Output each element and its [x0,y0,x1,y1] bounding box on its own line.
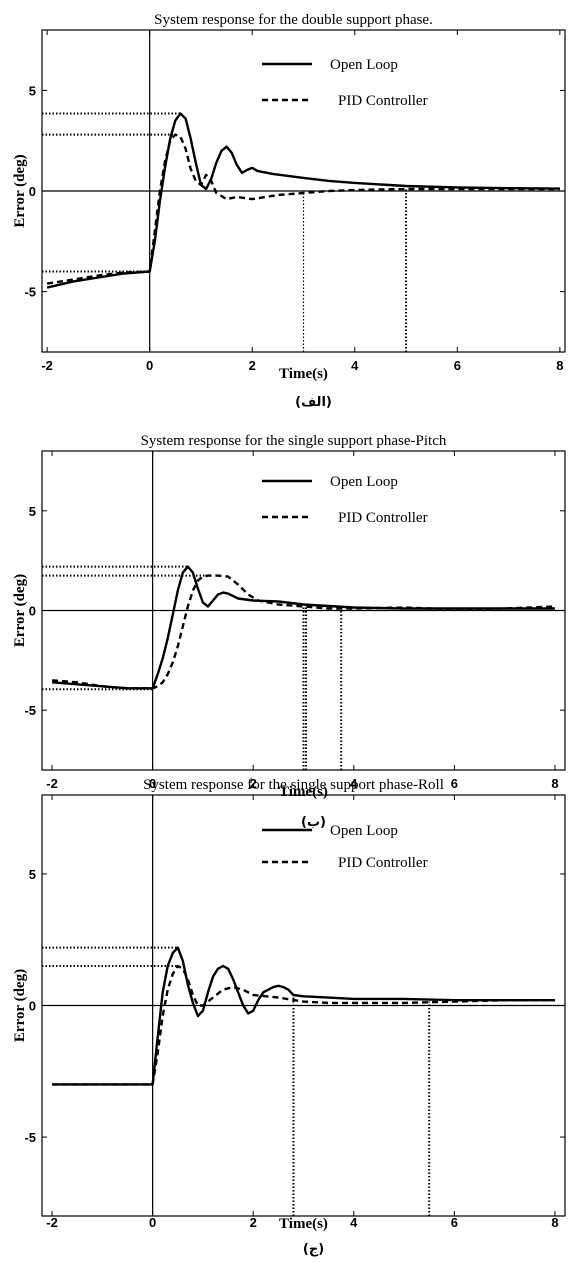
series-line-pid-controller [46,133,560,285]
x-tick-label: 4 [351,358,359,373]
legend: Open Loop PID Controller [262,474,428,526]
x-tick-label: 0 [146,358,153,373]
x-tick-label: 2 [250,1215,257,1230]
x-tick-label: 2 [249,358,256,373]
x-tick-label: 6 [451,776,458,791]
x-axis-label: Time(s) [279,1216,328,1232]
panel-caption: (الف) [295,395,332,410]
legend: Open Loop PID Controller [262,57,428,109]
legend-label: Open Loop [330,474,398,490]
x-tick-label: -2 [46,776,58,791]
x-axis-label: Time(s) [279,366,328,382]
panel-caption: (ب) [301,815,326,830]
y-tick-label: -5 [24,703,36,718]
y-tick-label: 0 [29,999,36,1014]
series-line-open-loop [52,565,555,690]
x-tick-label: 0 [149,776,156,791]
y-tick-label: 5 [29,504,36,519]
x-tick-label: 8 [551,1215,558,1230]
panel-caption: (ج) [303,1242,324,1257]
x-tick-label: 4 [350,1215,358,1230]
y-tick-label: 5 [29,867,36,882]
legend: Open Loop PID Controller [262,823,428,871]
y-tick-label: -5 [24,1130,36,1145]
x-tick-label: 4 [350,776,358,791]
y-tick-label: 0 [29,604,36,619]
x-tick-label: 8 [551,776,558,791]
series-line-pid-controller [52,574,555,690]
series-line-open-loop [46,112,560,289]
series-line-open-loop [52,946,555,1086]
legend-label: Open Loop [330,823,398,839]
x-tick-label: 0 [149,1215,156,1230]
legend-label: Open Loop [330,57,398,73]
y-tick-label: 0 [29,184,36,199]
chart-title: System response for the double support p… [154,12,433,28]
legend-label: PID Controller [338,510,428,526]
y-axis-label: Error (deg) [12,574,28,647]
y-tick-label: -5 [24,285,36,300]
y-axis-label: Error (deg) [12,969,28,1042]
x-tick-label: 2 [250,776,257,791]
x-tick-label: 8 [556,358,563,373]
x-axis-label: Time(s) [279,784,328,800]
y-tick-label: 5 [29,83,36,98]
chart-title: System response for the single support p… [143,777,444,793]
chart-panel-2: System response for the single support p… [12,433,566,830]
x-tick-label: 6 [451,1215,458,1230]
legend-label: PID Controller [338,93,428,109]
x-tick-label: -2 [41,358,53,373]
x-tick-label: -2 [46,1215,58,1230]
legend-label: PID Controller [338,855,428,871]
y-axis-label: Error (deg) [12,154,28,227]
chart-panel-3: System response for the single support p… [12,777,566,1257]
series-line-pid-controller [52,964,555,1086]
chart-panel-1: System response for the double support p… [12,12,566,410]
x-tick-label: 6 [454,358,461,373]
chart-title: System response for the single support p… [141,433,447,449]
